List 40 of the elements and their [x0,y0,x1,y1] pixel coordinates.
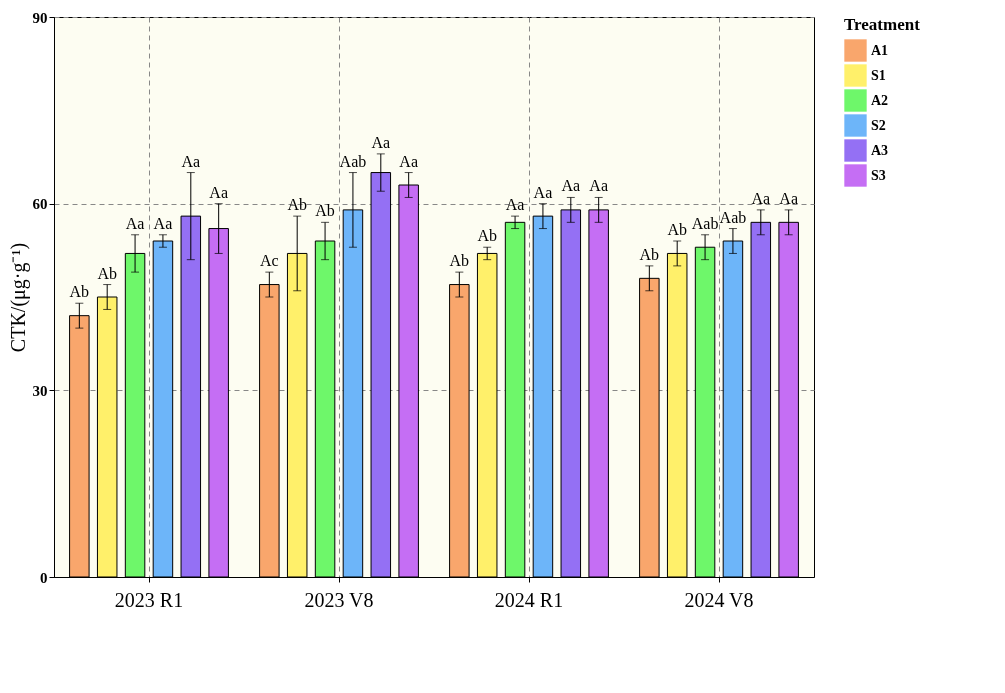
data-label: Ab [287,196,307,214]
y-axis-title: CTK/(μg·g⁻¹) [6,242,30,353]
legend-label: S1 [871,67,886,83]
data-label: Aa [399,152,418,170]
data-label: Ab [69,283,90,301]
data-label: Aa [751,189,771,207]
y-tick-label: 60 [32,196,48,213]
data-label: Aa [533,183,553,201]
data-label: Ab [449,252,470,270]
data-label: Aa [181,152,201,170]
data-label: Ab [639,245,660,263]
data-label: Aa [589,177,608,195]
data-label: Aab [339,152,367,170]
x-tick-label: 2024 R1 [494,588,564,611]
data-label: Ab [477,227,497,245]
data-label: Ab [315,202,335,220]
legend-label: A2 [871,92,889,108]
data-label: Aab [691,214,719,232]
legend-title: Treatment [844,15,921,34]
data-label: Aa [779,189,798,207]
x-tick-label: 2024 V8 [684,588,754,611]
data-label: Aa [561,177,581,195]
data-label: Aa [153,214,173,232]
data-label: Aa [125,214,145,232]
data-label: Ac [260,252,279,270]
legend-label: A1 [871,42,889,58]
y-tick-label: 30 [32,382,48,399]
data-label: Ab [667,221,687,238]
data-label: Aab [719,208,747,226]
data-label: Aa [371,133,391,151]
y-tick-label: 0 [40,569,48,586]
y-tick-label: 90 [32,9,48,26]
x-tick-label: 2023 R1 [114,588,184,611]
legend-label: A3 [871,142,889,158]
data-label: Aa [209,183,228,201]
legend-label: S3 [871,167,886,183]
data-label: Ab [97,264,117,282]
data-label: Aa [505,196,525,214]
x-tick-label: 2023 V8 [304,588,374,611]
legend-label: S2 [871,117,886,133]
